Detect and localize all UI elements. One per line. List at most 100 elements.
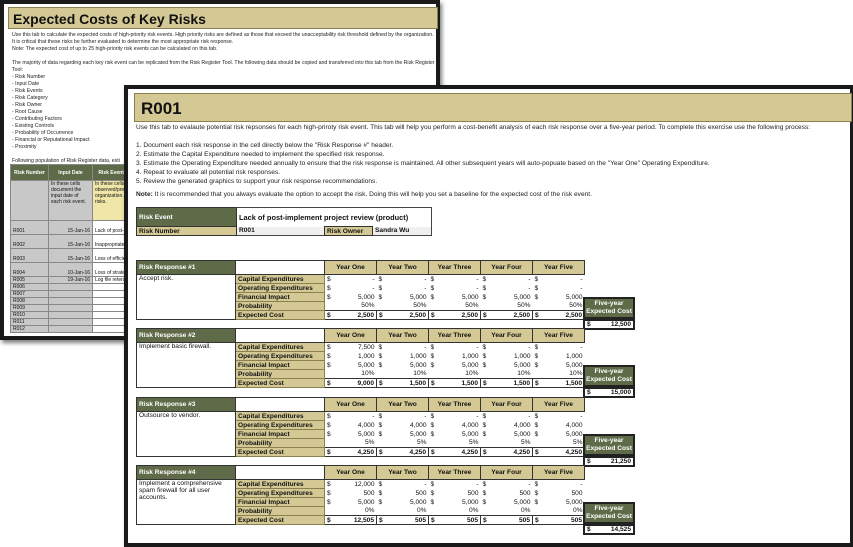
expected-cell[interactable]: $1,500 [480, 378, 533, 388]
impact-cell[interactable]: $5,000 [429, 361, 481, 370]
prob-cell[interactable]: 10% [533, 370, 585, 379]
prob-cell[interactable]: 10% [481, 370, 533, 379]
risk-number-cell[interactable]: R008 [10, 297, 49, 305]
prob-cell[interactable]: 5% [533, 439, 585, 448]
impact-cell[interactable]: $5,000 [481, 361, 533, 370]
capex-cell[interactable]: $ - [481, 275, 533, 284]
opex-cell[interactable]: $4,000 [533, 421, 585, 430]
impact-cell[interactable]: $5,000 [429, 498, 481, 507]
risk-number-cell[interactable]: R002 [10, 234, 49, 249]
column-header[interactable]: Input Date [48, 164, 93, 181]
prob-cell[interactable]: 10% [429, 370, 481, 379]
capex-cell[interactable]: $ - [533, 480, 585, 489]
capex-cell[interactable]: $12,000 [325, 480, 377, 489]
response-description[interactable]: Outsource to vendor. [136, 411, 236, 457]
expected-cell[interactable]: $2,500 [480, 310, 533, 320]
expected-cell[interactable]: $12,505 [324, 515, 377, 525]
prob-cell[interactable]: 5% [481, 439, 533, 448]
impact-cell[interactable]: $5,000 [481, 293, 533, 302]
expected-cell[interactable]: $1,500 [428, 378, 481, 388]
capex-cell[interactable]: $ - [429, 275, 481, 284]
capex-cell[interactable]: $ - [481, 480, 533, 489]
table-row[interactable]: R010 [10, 311, 133, 319]
prob-cell[interactable]: 0% [533, 507, 585, 516]
expected-cell[interactable]: $505 [428, 515, 481, 525]
expected-cell[interactable]: $4,250 [324, 447, 377, 457]
expected-cell[interactable]: $2,500 [324, 310, 377, 320]
opex-cell[interactable]: $1,000 [533, 352, 585, 361]
expected-cell[interactable]: $4,250 [428, 447, 481, 457]
risk-number-value[interactable]: R001 [236, 226, 325, 236]
expected-cell[interactable]: $505 [376, 515, 429, 525]
table-row[interactable]: R002 15-Jan-16 Inappropriate f [10, 234, 133, 249]
capex-cell[interactable]: $ - [481, 343, 533, 352]
table-row[interactable]: R003 15-Jan-16 Loss of efficie [10, 248, 133, 263]
risk-sheet-window[interactable]: R001 Use this tab to evalaute potential … [124, 85, 853, 547]
input-date-cell[interactable] [48, 290, 93, 298]
prob-cell[interactable]: 50% [533, 302, 585, 311]
expected-cell[interactable]: $9,000 [324, 378, 377, 388]
impact-cell[interactable]: $5,000 [377, 430, 429, 439]
prob-cell[interactable]: 5% [325, 439, 377, 448]
response-description[interactable]: Implement a comprehensive spam firewall … [136, 479, 236, 525]
capex-cell[interactable]: $7,500 [325, 343, 377, 352]
prob-cell[interactable]: 0% [325, 507, 377, 516]
opex-cell[interactable]: $1,000 [377, 352, 429, 361]
response-description[interactable]: Implement basic firewall. [136, 342, 236, 388]
capex-cell[interactable]: $ - [429, 480, 481, 489]
prob-cell[interactable]: 5% [377, 439, 429, 448]
capex-cell[interactable]: $ - [429, 343, 481, 352]
opex-cell[interactable]: $ - [377, 284, 429, 293]
capex-cell[interactable]: $ - [429, 412, 481, 421]
table-row[interactable]: R012 [10, 325, 133, 333]
prob-cell[interactable]: 10% [377, 370, 429, 379]
risk-event-cell[interactable]: Loss of efficie [92, 248, 133, 263]
input-date-cell[interactable]: 15-Jan-16 [48, 248, 93, 263]
expected-cell[interactable]: $505 [532, 515, 585, 525]
expected-cell[interactable]: $4,250 [376, 447, 429, 457]
risk-number-cell[interactable]: R004 [10, 262, 49, 277]
capex-cell[interactable]: $ - [377, 275, 429, 284]
capex-cell[interactable]: $ - [481, 412, 533, 421]
expected-cell[interactable]: $2,500 [376, 310, 429, 320]
opex-cell[interactable]: $4,000 [429, 421, 481, 430]
prob-cell[interactable]: 10% [325, 370, 377, 379]
prob-cell[interactable]: 5% [429, 439, 481, 448]
input-date-cell[interactable]: 15-Jan-16 [48, 220, 93, 235]
impact-cell[interactable]: $5,000 [325, 430, 377, 439]
table-row[interactable]: R008 [10, 297, 133, 305]
impact-cell[interactable]: $5,000 [533, 293, 585, 302]
prob-cell[interactable]: 0% [481, 507, 533, 516]
prob-cell[interactable]: 0% [429, 507, 481, 516]
response-description[interactable]: Accept risk. [136, 274, 236, 320]
input-date-cell[interactable] [48, 318, 93, 326]
input-date-cell[interactable] [48, 283, 93, 291]
capex-cell[interactable]: $ - [325, 275, 377, 284]
input-date-cell[interactable] [48, 325, 93, 333]
impact-cell[interactable]: $5,000 [429, 293, 481, 302]
impact-cell[interactable]: $5,000 [429, 430, 481, 439]
opex-cell[interactable]: $1,000 [325, 352, 377, 361]
impact-cell[interactable]: $5,000 [325, 498, 377, 507]
risk-number-cell[interactable]: R012 [10, 325, 49, 333]
risk-number-cell[interactable]: R011 [10, 318, 49, 326]
opex-cell[interactable]: $1,000 [429, 352, 481, 361]
opex-cell[interactable]: $1,000 [481, 352, 533, 361]
table-row[interactable]: R004 10-Jan-16 Loss of strate [10, 262, 133, 277]
risk-number-cell[interactable]: R003 [10, 248, 49, 263]
capex-cell[interactable]: $ - [533, 275, 585, 284]
risk-number-cell[interactable]: R005 [10, 276, 49, 284]
capex-cell[interactable]: $ - [533, 343, 585, 352]
prob-cell[interactable]: 50% [325, 302, 377, 311]
prob-cell[interactable]: 50% [481, 302, 533, 311]
risk-owner-value[interactable]: Sandra Wu [372, 226, 432, 236]
impact-cell[interactable]: $5,000 [377, 293, 429, 302]
risk-number-cell[interactable]: R009 [10, 304, 49, 312]
opex-cell[interactable]: $ - [481, 284, 533, 293]
table-row[interactable]: R009 [10, 304, 133, 312]
prob-cell[interactable]: 50% [429, 302, 481, 311]
risk-number-cell[interactable]: R010 [10, 311, 49, 319]
opex-cell[interactable]: $500 [377, 489, 429, 498]
table-row[interactable]: R005 19-Jan-16 Log file retenti [10, 276, 133, 284]
opex-cell[interactable]: $500 [429, 489, 481, 498]
